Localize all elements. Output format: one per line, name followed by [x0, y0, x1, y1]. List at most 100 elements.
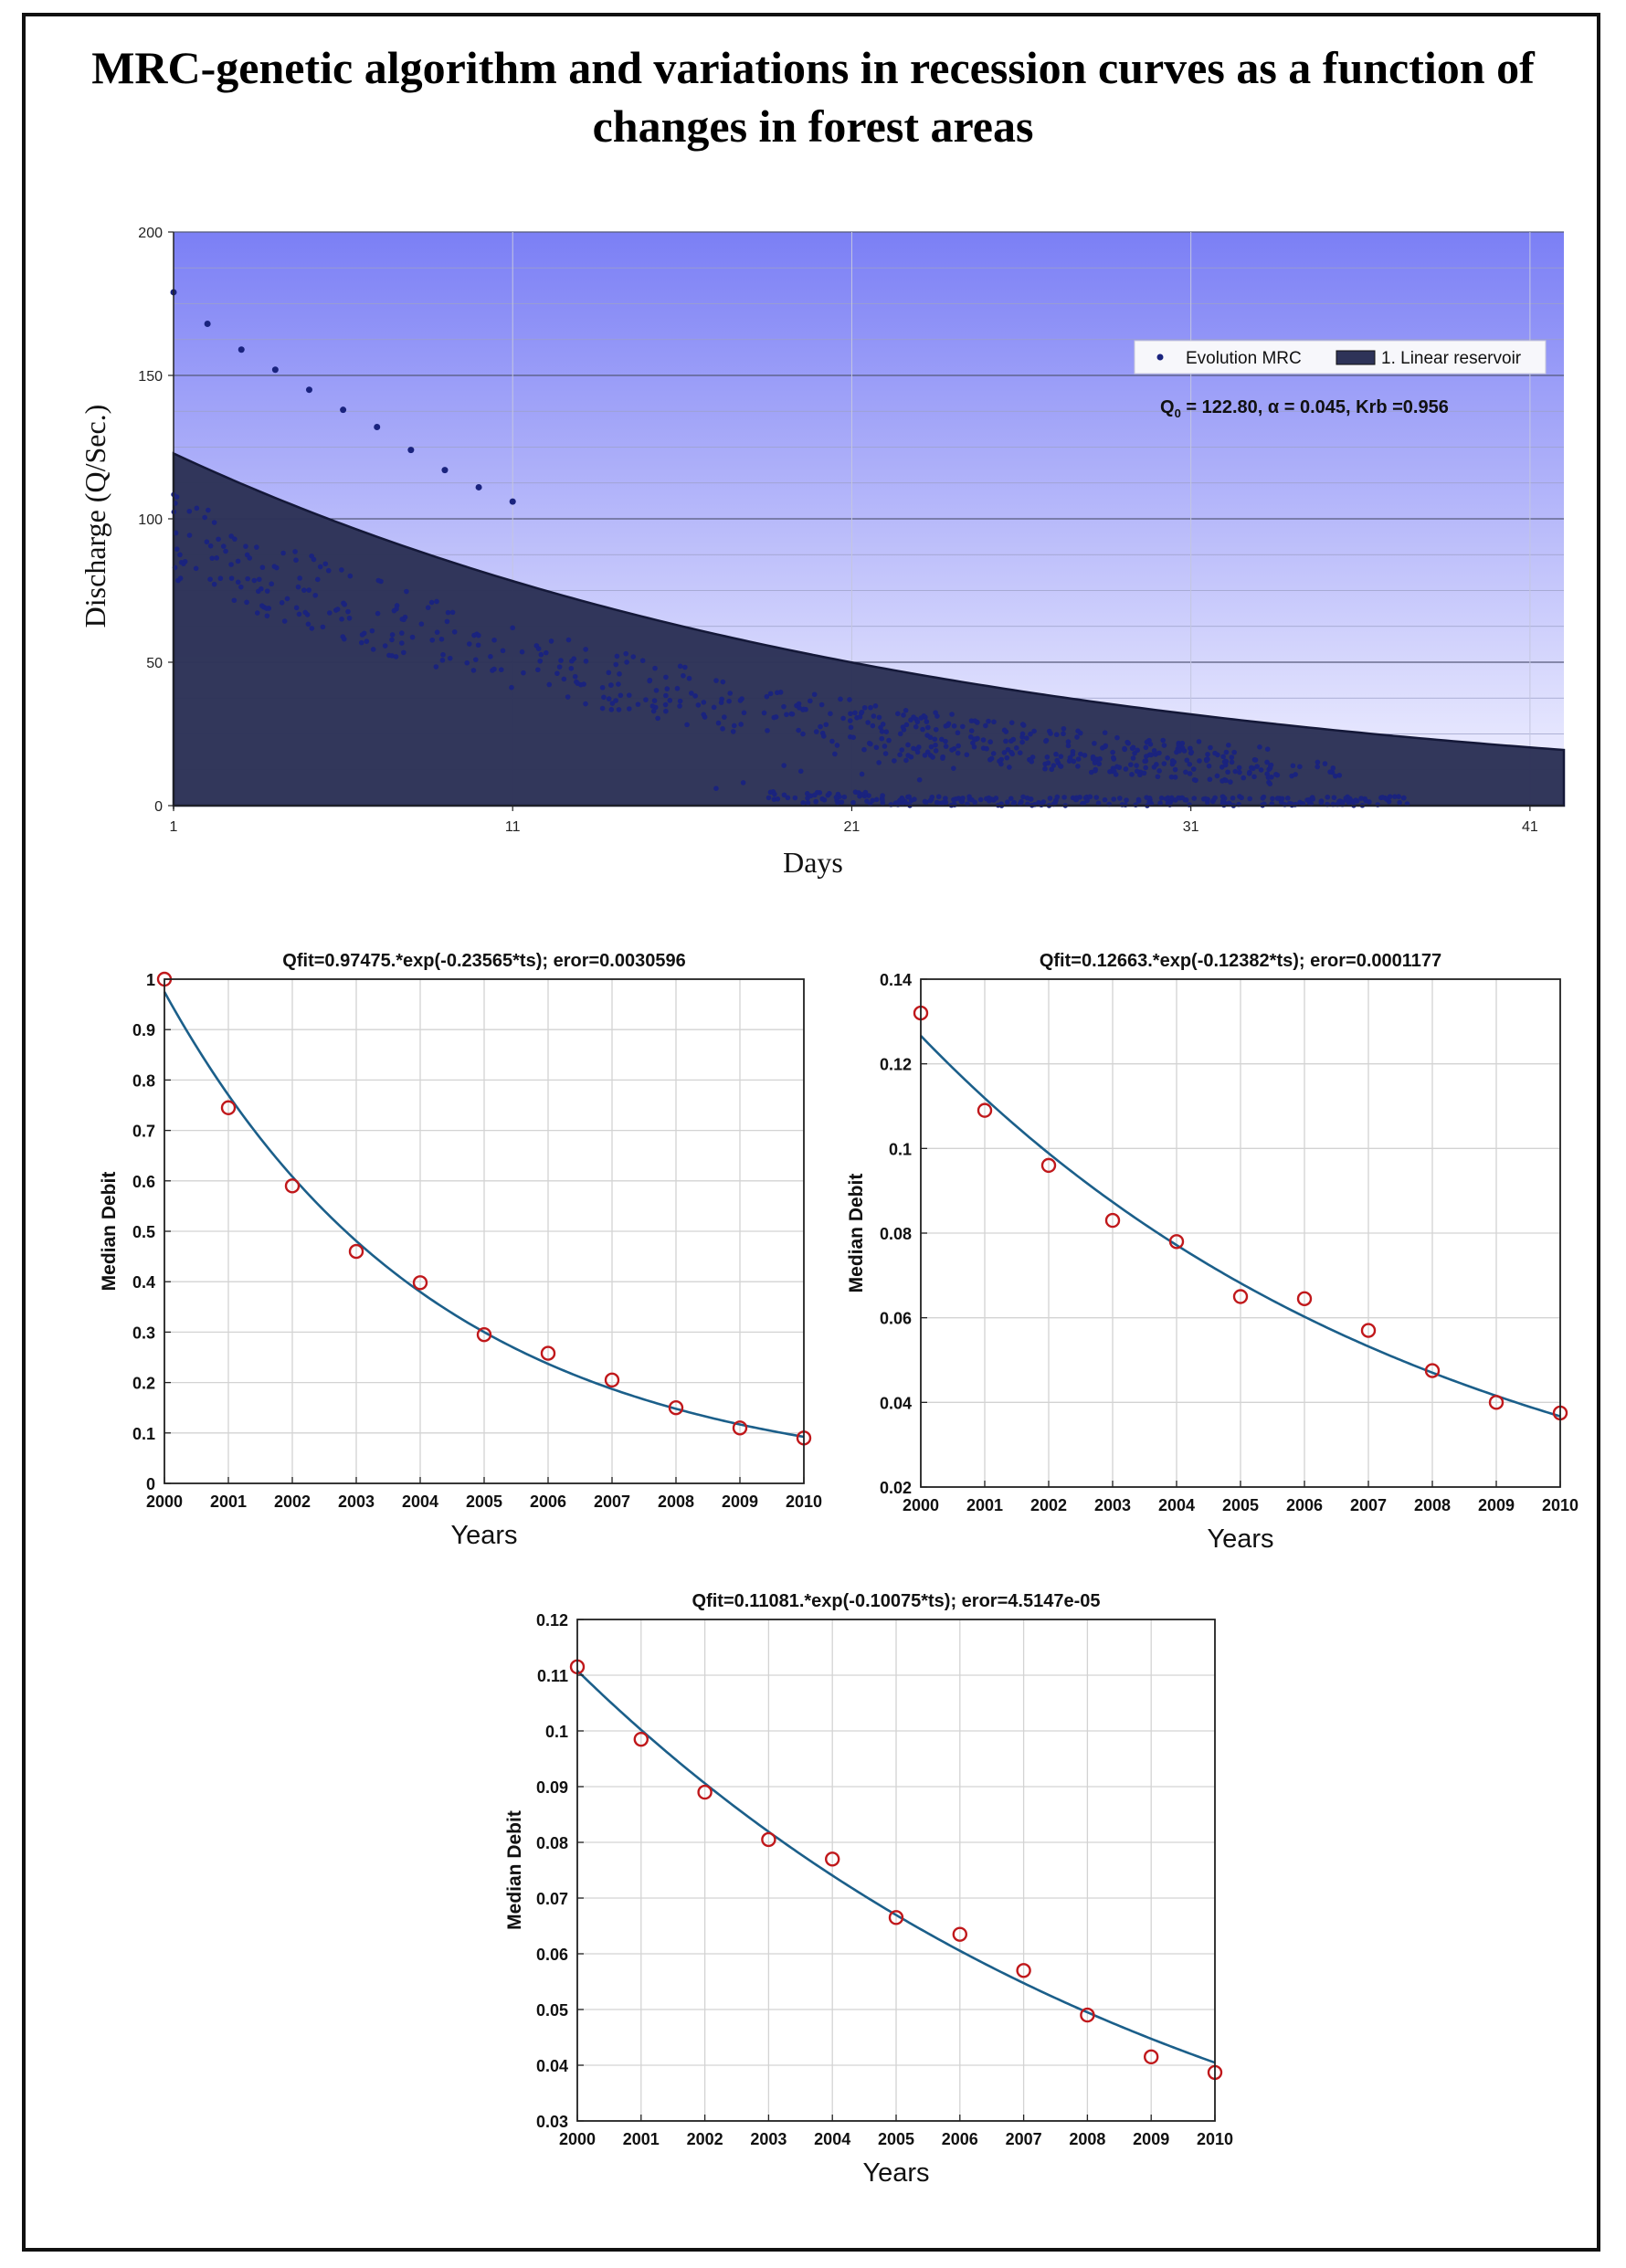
mrc-point: [1197, 758, 1202, 764]
mrc-point: [177, 552, 183, 558]
mrc-point: [1008, 738, 1014, 744]
mrc-point: [677, 698, 683, 704]
mrc-point: [264, 588, 270, 594]
mrc-point: [882, 751, 889, 756]
mrc-point: [369, 628, 375, 634]
mrc-point: [667, 698, 673, 703]
mrc-point: [720, 726, 725, 732]
mrc-point: [247, 555, 253, 561]
mrc-point: [906, 794, 912, 800]
mrc-point: [217, 575, 224, 582]
mrc-point: [1230, 795, 1236, 801]
mrc-point: [1061, 795, 1067, 800]
mrc-point: [765, 795, 772, 801]
mrc-point: [235, 558, 241, 564]
mrc-point: [1043, 738, 1049, 744]
mrc-point: [535, 667, 541, 673]
mrc-point: [186, 508, 193, 514]
mrc-point: [960, 795, 966, 801]
mrc-point: [765, 728, 770, 733]
mrc-point: [312, 592, 319, 598]
mrc-point: [1270, 796, 1275, 802]
mrc-point: [626, 692, 632, 698]
mrc-point: [823, 722, 829, 728]
mrc-point: [913, 723, 919, 730]
mrc-point: [1092, 741, 1097, 746]
mrc-point: [922, 798, 928, 805]
mrc-point: [861, 704, 868, 711]
mrc-point: [986, 795, 992, 801]
mrc-point: [608, 707, 615, 712]
mrc-point: [1384, 796, 1389, 802]
mrc-point: [280, 550, 286, 556]
mrc-point: [606, 696, 612, 701]
mrc-point: [609, 701, 616, 706]
mrc-point: [977, 796, 984, 803]
mrc-point: [924, 749, 931, 755]
mrc-point: [781, 763, 787, 768]
mrc-point: [933, 726, 939, 733]
mrc-point: [243, 543, 248, 549]
mrc-point: [1084, 797, 1090, 804]
mrc-point: [231, 597, 238, 604]
mrc-point: [971, 736, 977, 743]
mrc-point: [238, 584, 244, 590]
mrc-point: [174, 494, 180, 500]
mrc-point: [922, 753, 928, 758]
mrc-point: [1226, 742, 1231, 748]
mrc-point: [575, 680, 581, 686]
mrc-point: [918, 715, 924, 721]
mrc-point: [1264, 759, 1270, 765]
mrc-point: [684, 722, 690, 728]
mrc-point: [1165, 754, 1170, 761]
mrc-point: [781, 703, 787, 710]
mrc-point: [1252, 757, 1259, 763]
mrc-point: [211, 520, 217, 525]
mrc-point: [214, 555, 219, 561]
mrc-point: [583, 647, 588, 652]
mrc-point: [677, 703, 682, 709]
mrc-point: [859, 709, 865, 715]
mrc-point: [990, 751, 997, 756]
mrc-point: [1134, 768, 1140, 775]
mrc-point: [269, 581, 275, 587]
mrc-point: [464, 659, 470, 666]
mrc-point: [864, 798, 870, 804]
mrc-point: [445, 609, 451, 616]
mrc-point: [1205, 752, 1210, 757]
mrc-point: [364, 638, 370, 644]
mrc-x-axis-label: Days: [783, 846, 843, 879]
mrc-point: [848, 724, 854, 731]
mrc-point: [296, 611, 302, 617]
mrc-point: [1008, 720, 1015, 725]
mrc-point: [1008, 749, 1014, 755]
mrc-point: [1231, 749, 1237, 755]
mrc-point: [986, 718, 991, 724]
mrc-point: [346, 615, 353, 621]
mrc-point: [358, 639, 364, 646]
mrc-point: [339, 617, 344, 622]
mrc-point: [761, 710, 767, 716]
mrc-point: [1044, 754, 1051, 760]
mrc-point: [1019, 722, 1026, 727]
mrc-point: [652, 665, 658, 671]
mrc-point: [916, 776, 923, 783]
mrc-point: [1065, 743, 1072, 749]
mrc-point: [741, 710, 747, 716]
mrc-legend: Evolution MRC 1. Linear reservoir: [1134, 340, 1547, 374]
mrc-point: [1092, 760, 1098, 765]
mrc-point: [305, 621, 311, 628]
mrc-point: [1168, 795, 1175, 801]
mrc-point: [1161, 761, 1167, 766]
mrc-point: [1172, 775, 1178, 780]
mrc-point: [1327, 769, 1333, 775]
mrc-point: [244, 599, 249, 606]
mrc-point: [386, 652, 392, 659]
mrc-point: [987, 739, 993, 745]
mrc-point: [409, 634, 416, 640]
mrc-point: [847, 697, 852, 702]
mrc-point: [228, 533, 234, 539]
mrc-point: [876, 760, 882, 765]
mrc-point: [1222, 758, 1229, 765]
